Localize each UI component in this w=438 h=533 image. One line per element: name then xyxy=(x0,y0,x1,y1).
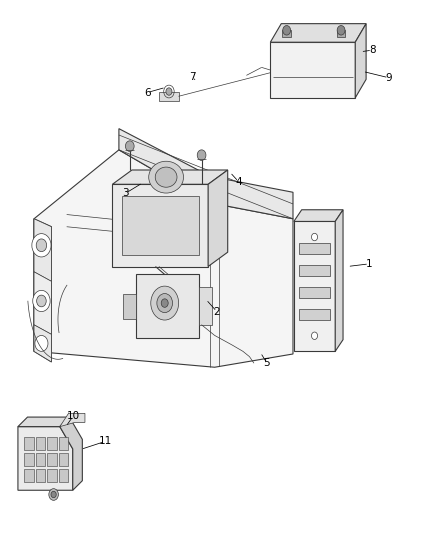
Bar xyxy=(283,30,291,37)
Circle shape xyxy=(33,290,50,312)
Bar xyxy=(59,454,68,466)
Polygon shape xyxy=(113,184,208,266)
Text: 1: 1 xyxy=(366,259,372,269)
Text: 11: 11 xyxy=(99,437,112,447)
Circle shape xyxy=(337,26,345,35)
Circle shape xyxy=(37,295,46,307)
Circle shape xyxy=(49,489,58,500)
Bar xyxy=(47,438,57,450)
Bar xyxy=(59,469,68,482)
Text: 6: 6 xyxy=(144,87,151,98)
Bar xyxy=(299,287,330,298)
Polygon shape xyxy=(136,274,199,338)
Text: 7: 7 xyxy=(190,71,196,82)
Polygon shape xyxy=(270,42,355,98)
Polygon shape xyxy=(335,210,343,351)
Polygon shape xyxy=(159,92,179,101)
Bar xyxy=(36,469,45,482)
Circle shape xyxy=(125,141,134,151)
Circle shape xyxy=(311,233,318,241)
Polygon shape xyxy=(60,417,82,490)
Ellipse shape xyxy=(155,167,177,187)
Bar xyxy=(25,438,34,450)
Text: 4: 4 xyxy=(235,176,242,187)
Polygon shape xyxy=(123,294,136,319)
Circle shape xyxy=(32,233,51,257)
Ellipse shape xyxy=(149,161,184,193)
Text: 3: 3 xyxy=(122,188,129,198)
Text: 5: 5 xyxy=(264,358,270,368)
Circle shape xyxy=(197,150,206,160)
Polygon shape xyxy=(294,221,335,351)
Bar xyxy=(25,454,34,466)
Polygon shape xyxy=(34,325,51,362)
Polygon shape xyxy=(199,287,212,325)
Polygon shape xyxy=(34,219,51,362)
Bar xyxy=(25,469,34,482)
Bar xyxy=(47,454,57,466)
Polygon shape xyxy=(18,426,73,490)
Bar xyxy=(36,438,45,450)
Circle shape xyxy=(311,332,318,340)
Circle shape xyxy=(51,491,56,498)
Bar xyxy=(337,30,346,37)
Circle shape xyxy=(161,299,168,308)
Text: 9: 9 xyxy=(385,72,392,83)
Polygon shape xyxy=(34,150,293,367)
Polygon shape xyxy=(119,128,293,219)
Bar xyxy=(59,438,68,450)
Bar xyxy=(299,243,330,254)
Text: 8: 8 xyxy=(369,45,375,55)
Circle shape xyxy=(35,335,48,351)
Circle shape xyxy=(36,239,47,252)
Polygon shape xyxy=(34,272,51,334)
Text: 10: 10 xyxy=(67,411,80,421)
Polygon shape xyxy=(18,417,69,426)
Circle shape xyxy=(151,286,179,320)
Circle shape xyxy=(166,88,172,95)
Polygon shape xyxy=(208,170,228,266)
Circle shape xyxy=(283,26,290,35)
Circle shape xyxy=(157,294,173,313)
Polygon shape xyxy=(294,210,343,221)
Polygon shape xyxy=(270,23,366,42)
Polygon shape xyxy=(60,414,85,426)
Polygon shape xyxy=(34,219,51,281)
Polygon shape xyxy=(122,196,198,255)
Text: 2: 2 xyxy=(213,306,220,317)
Bar xyxy=(36,454,45,466)
Bar xyxy=(299,310,330,320)
Bar xyxy=(299,265,330,276)
Polygon shape xyxy=(355,23,366,98)
Bar xyxy=(47,469,57,482)
Polygon shape xyxy=(113,170,228,184)
